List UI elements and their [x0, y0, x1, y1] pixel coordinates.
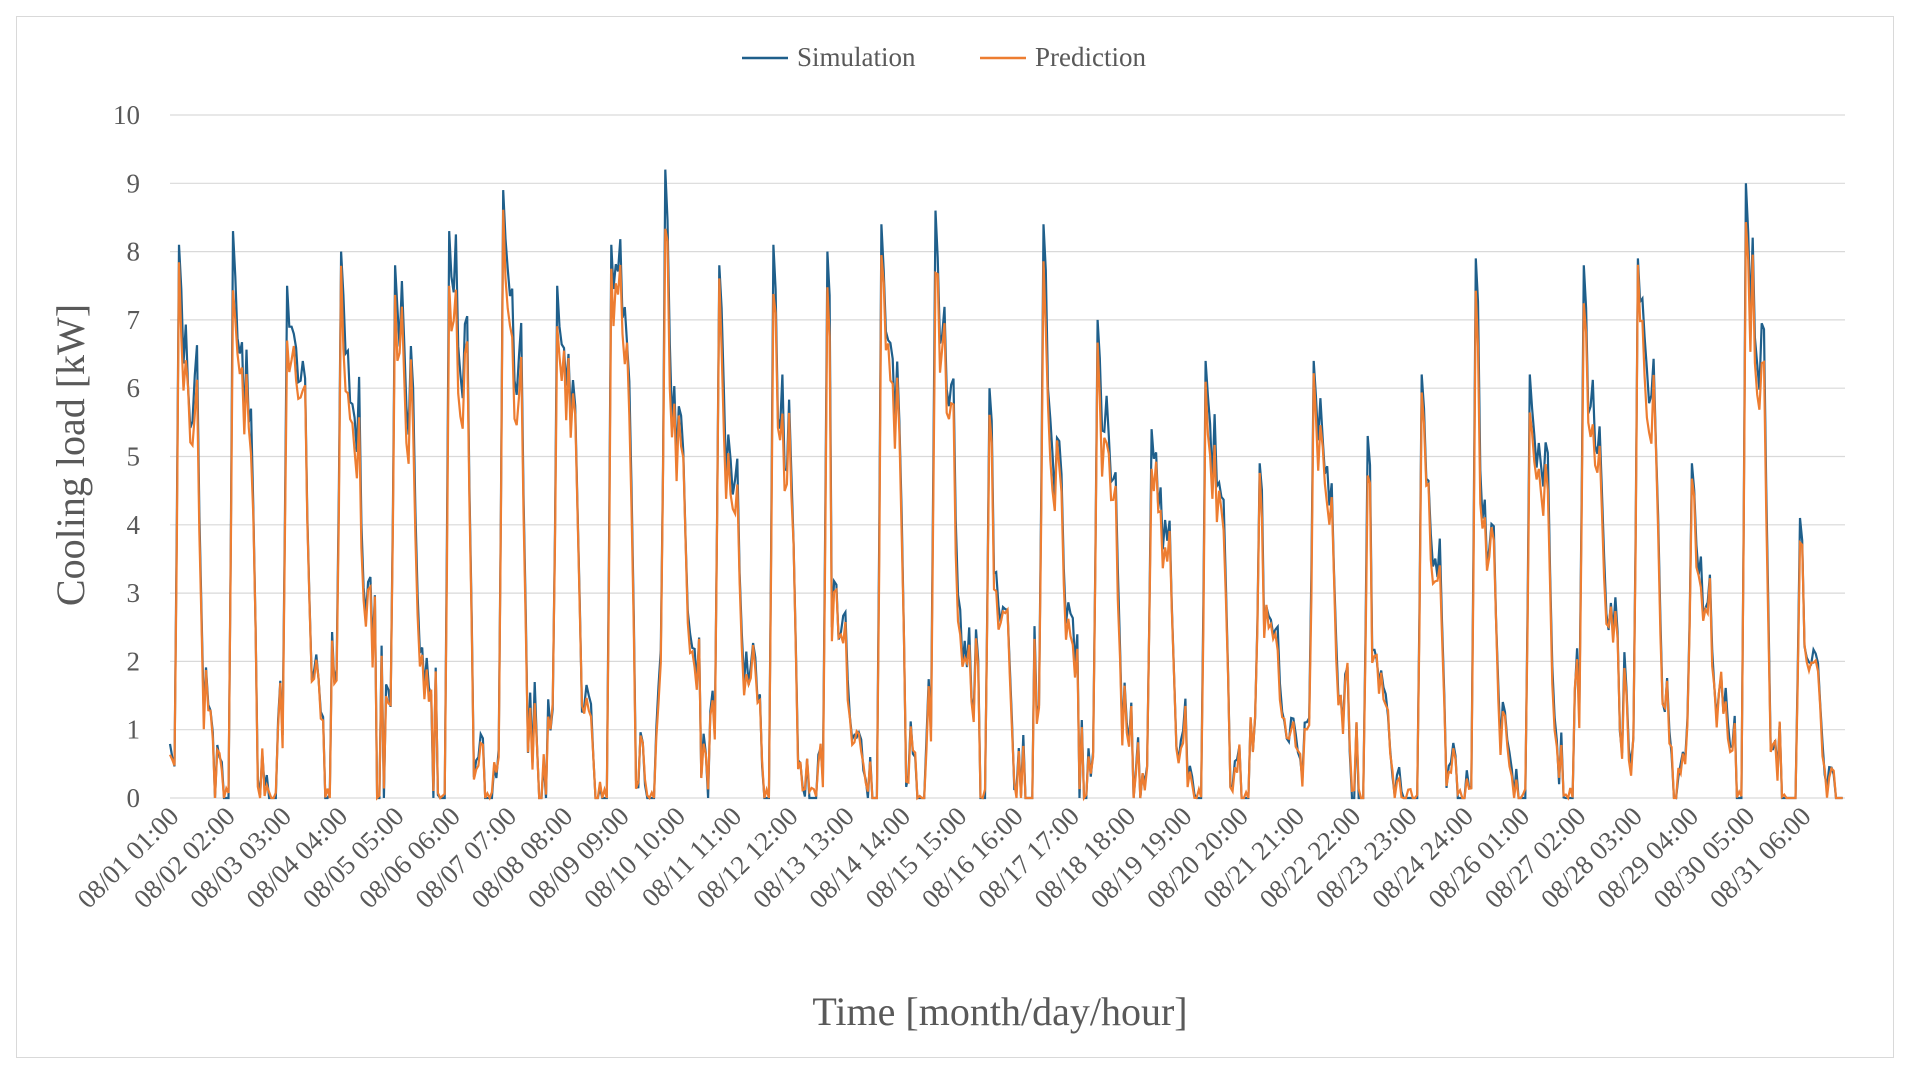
- y-tick-label: 4: [127, 510, 141, 540]
- legend-label-simulation: Simulation: [797, 42, 916, 72]
- y-tick-label: 7: [127, 305, 141, 335]
- legend: Simulation Prediction: [742, 42, 1146, 72]
- y-axis-label: Cooling load [kW]: [48, 304, 93, 606]
- y-tick-label: 2: [127, 646, 141, 676]
- y-tick-label: 1: [127, 715, 141, 745]
- x-axis-label: Time [month/day/hour]: [812, 989, 1187, 1034]
- y-tick-label: 10: [113, 100, 140, 130]
- y-tick-label: 9: [127, 168, 141, 198]
- y-tick-labels: 0 1 2 3 4 5 6 7 8 9 10: [113, 100, 141, 813]
- series-line-simulation: [168, 169, 1843, 800]
- y-tick-label: 6: [127, 373, 141, 403]
- y-tick-label: 8: [127, 237, 141, 267]
- series-line-prediction: [168, 209, 1843, 802]
- legend-label-prediction: Prediction: [1035, 42, 1146, 72]
- y-tick-label: 3: [127, 578, 141, 608]
- y-tick-label: 5: [127, 442, 141, 472]
- y-tick-label: 0: [127, 783, 141, 813]
